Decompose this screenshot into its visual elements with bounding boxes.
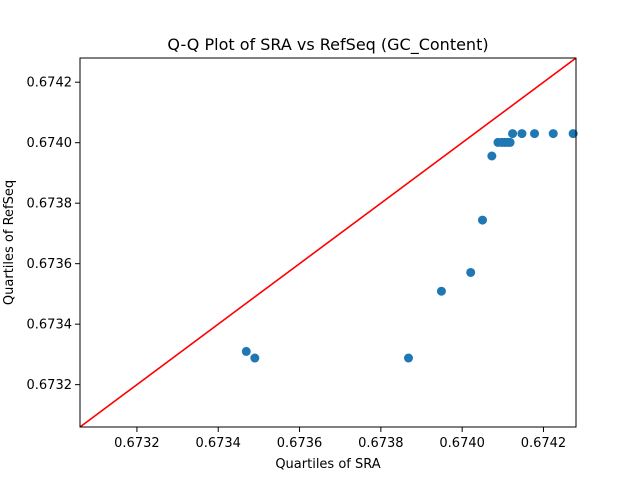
data-point-7 xyxy=(487,151,497,161)
chart-title: Q-Q Plot of SRA vs RefSeq (GC_Content) xyxy=(167,35,488,55)
y-axis-ticks: 0.6732 0.6734 0.6736 0.6738 0.6740 0.6742 xyxy=(27,76,80,393)
y-tick-label-4: 0.6738 xyxy=(27,197,73,212)
x-tick-label-4: 0.6738 xyxy=(358,436,404,451)
y-tick-label-3: 0.6736 xyxy=(27,257,73,272)
y-tick-label-2: 0.6734 xyxy=(27,318,73,333)
x-tick-label-5: 0.6740 xyxy=(439,436,485,451)
y-axis-label: Quartiles of RefSeq xyxy=(2,180,17,305)
y-tick-label-1: 0.6732 xyxy=(27,378,73,393)
data-point-14 xyxy=(508,129,518,139)
data-point-2 xyxy=(250,353,260,363)
x-tick-label-1: 0.6732 xyxy=(114,436,160,451)
x-tick-label-6: 0.6742 xyxy=(521,436,567,451)
data-point-18 xyxy=(568,129,578,139)
x-tick-label-2: 0.6734 xyxy=(195,436,241,451)
scatter-points xyxy=(241,129,578,363)
x-axis-label: Quartiles of SRA xyxy=(275,457,380,472)
data-point-1 xyxy=(241,346,251,356)
data-point-6 xyxy=(477,215,487,225)
plot-area xyxy=(80,58,578,427)
y-tick-label-5: 0.6740 xyxy=(27,136,73,151)
data-point-4 xyxy=(436,286,446,296)
x-tick-label-3: 0.6736 xyxy=(277,436,323,451)
data-point-17 xyxy=(548,129,558,139)
data-point-3 xyxy=(403,353,413,363)
y-tick-label-6: 0.6742 xyxy=(27,76,73,91)
data-point-13 xyxy=(505,137,515,147)
data-point-5 xyxy=(466,267,476,277)
axes-frame xyxy=(79,57,577,428)
reference-line-y-equals-x xyxy=(80,58,576,427)
data-point-16 xyxy=(530,129,540,139)
data-point-15 xyxy=(517,129,527,139)
x-axis-ticks: 0.6732 0.6734 0.6736 0.6738 0.6740 0.6742 xyxy=(114,427,566,451)
